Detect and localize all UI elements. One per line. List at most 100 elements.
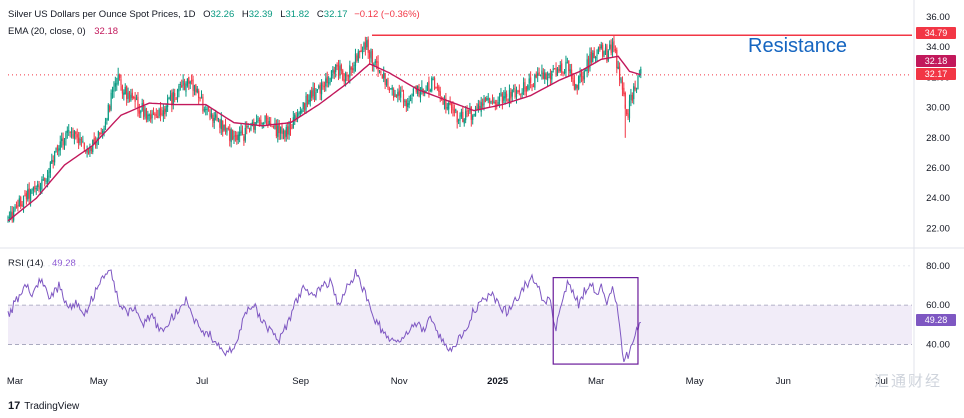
candle-body xyxy=(474,108,477,117)
candle-body xyxy=(326,76,328,83)
candle-body xyxy=(289,123,292,130)
change-value: −0.12 (−0.36%) xyxy=(354,9,420,20)
candle-body xyxy=(566,62,568,64)
candle-body xyxy=(124,87,126,94)
candle-body xyxy=(28,188,30,199)
candle-body xyxy=(188,77,190,84)
candle-body xyxy=(496,103,498,105)
candle-body xyxy=(486,97,488,101)
price-axis-tick-4: 30.00 xyxy=(926,103,950,114)
candle-body xyxy=(7,217,9,219)
candle-body xyxy=(597,48,600,54)
rsi-axis-tick-2: 80.00 xyxy=(926,261,950,272)
rsi-legend[interactable]: RSI (14) 49.28 xyxy=(8,258,76,269)
chart-header: Silver US Dollars per Ounce Spot Prices,… xyxy=(8,9,420,20)
candle-body xyxy=(176,89,179,100)
time-axis-tick-7: May xyxy=(686,376,704,387)
candle-body xyxy=(281,125,283,134)
low-label: L xyxy=(280,9,286,20)
candle-body xyxy=(316,89,318,92)
candle-body xyxy=(219,120,221,128)
candle-body xyxy=(531,84,533,87)
high-label: H xyxy=(241,9,249,20)
candle-body xyxy=(282,130,285,134)
candle-body xyxy=(476,107,478,109)
time-axis-tick-5: 2025 xyxy=(487,376,509,387)
candle-body xyxy=(130,94,132,101)
candle-body xyxy=(18,198,20,206)
candle-body xyxy=(257,117,259,122)
candle-body xyxy=(521,92,523,95)
candle-body xyxy=(308,99,310,105)
candle-body xyxy=(106,119,108,121)
candle-body xyxy=(195,84,197,93)
candle-body xyxy=(391,87,393,90)
candle-body xyxy=(460,111,463,117)
candle-body xyxy=(323,86,325,88)
candle-body xyxy=(442,98,444,105)
candle-body xyxy=(359,51,361,53)
candle-body xyxy=(127,92,129,99)
price-axis-tick-6: 34.00 xyxy=(926,42,950,53)
candle-body xyxy=(183,82,186,91)
candle-body xyxy=(104,121,107,128)
candle-body xyxy=(377,61,379,72)
candle-body xyxy=(298,112,300,115)
candle-body xyxy=(179,83,181,85)
ema-legend[interactable]: EMA (20, close, 0) 32.18 xyxy=(8,26,118,37)
candle-body xyxy=(311,90,313,98)
candle-body xyxy=(635,88,638,90)
ema-line xyxy=(7,55,641,222)
rsi-band xyxy=(8,305,912,345)
candle-body xyxy=(388,88,390,91)
candle-body xyxy=(337,64,340,77)
candle-body xyxy=(140,110,142,114)
candle-body xyxy=(600,44,602,49)
candle-body xyxy=(254,122,256,130)
candle-body xyxy=(511,89,513,97)
candle-body xyxy=(376,61,378,63)
candle-body xyxy=(349,65,351,78)
candle-body xyxy=(52,160,54,162)
candle-body xyxy=(49,162,51,173)
candle-body xyxy=(544,72,546,80)
candle-body xyxy=(244,127,246,141)
candle-body xyxy=(193,85,196,92)
candle-body xyxy=(292,117,294,128)
candle-body xyxy=(207,106,210,109)
candle-body xyxy=(100,132,102,134)
candle-body xyxy=(63,140,66,145)
candle-body xyxy=(535,74,537,78)
candle-body xyxy=(239,131,241,137)
candle-body xyxy=(500,92,502,96)
candle-body xyxy=(329,78,331,84)
candle-body xyxy=(620,78,622,82)
candle-body xyxy=(66,130,68,133)
candle-body xyxy=(450,102,453,108)
candle-body xyxy=(589,54,591,69)
candle-body xyxy=(390,88,392,90)
candle-body xyxy=(333,70,335,74)
candle-body xyxy=(288,121,290,136)
candle-body xyxy=(285,127,287,137)
candle-body xyxy=(504,92,506,99)
ema-value: 32.18 xyxy=(94,26,119,37)
tradingview-logo[interactable]: 17 TradingView xyxy=(8,400,79,412)
candle-body xyxy=(231,129,234,139)
candle-body xyxy=(627,113,629,118)
candle-body xyxy=(205,109,207,111)
candle-body xyxy=(178,85,180,92)
candle-body xyxy=(480,102,482,112)
candle-body xyxy=(419,92,422,98)
candle-body xyxy=(525,87,527,92)
candle-body xyxy=(213,117,215,123)
candle-body xyxy=(312,88,314,97)
candle-body xyxy=(196,88,198,93)
candle-body xyxy=(267,117,269,125)
candle-body xyxy=(595,56,597,59)
candle-body xyxy=(280,126,282,134)
candle-body xyxy=(335,64,337,73)
candle-body xyxy=(185,83,187,93)
candle-body xyxy=(302,102,304,109)
